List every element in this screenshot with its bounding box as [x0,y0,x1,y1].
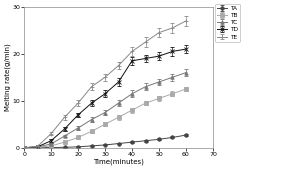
Legend: TA, TB, TC, TD, TE: TA, TB, TC, TD, TE [215,4,240,42]
X-axis label: Time(minutes): Time(minutes) [93,158,144,165]
Y-axis label: Melting rate(g/min): Melting rate(g/min) [4,43,11,111]
